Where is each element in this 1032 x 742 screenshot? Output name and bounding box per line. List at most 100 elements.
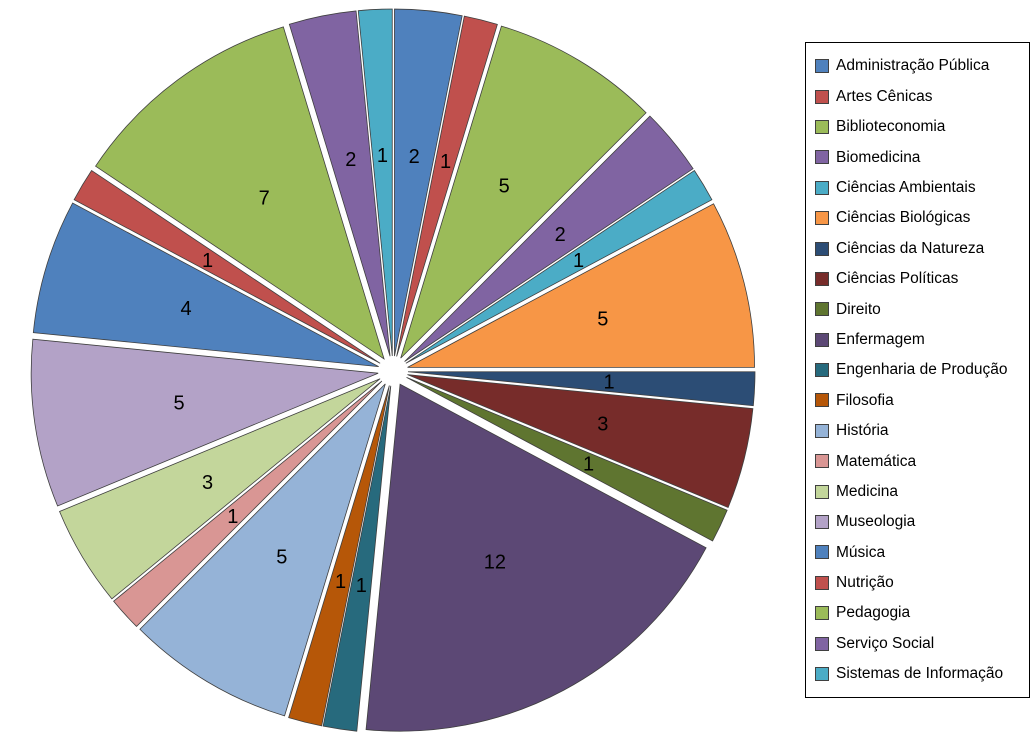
legend: Administração Pública Artes Cênicas Biblio… <box>805 42 1030 699</box>
pie-slice-9[interactable] <box>406 377 728 542</box>
legend-item-8[interactable]: Ciências Políticas <box>815 264 1025 294</box>
legend-label: Biomedicina <box>836 148 921 166</box>
slice-value-label: 5 <box>499 176 510 198</box>
legend-swatch <box>815 515 829 530</box>
slice-value-label: 1 <box>377 145 388 167</box>
legend-swatch <box>815 89 829 104</box>
slice-value-label: 2 <box>345 149 356 171</box>
legend-label: Serviço Social <box>836 634 935 652</box>
legend-swatch <box>815 363 829 378</box>
legend-item-12[interactable]: Filosofia <box>815 385 1025 415</box>
legend-label: Museologia <box>836 513 916 531</box>
legend-item-18[interactable]: Nutrição <box>815 568 1025 598</box>
slice-value-label: 1 <box>603 372 614 394</box>
legend-swatch <box>815 636 829 651</box>
legend-item-5[interactable]: Ciências Ambientais <box>815 173 1025 203</box>
pie-slice-2[interactable] <box>396 15 498 357</box>
legend-swatch <box>815 575 829 590</box>
legend-item-2[interactable]: Artes Cênicas <box>815 81 1025 111</box>
pie-slice-16[interactable] <box>30 338 379 507</box>
legend-swatch <box>815 393 829 408</box>
legend-label: Engenharia de Produção <box>836 361 1008 379</box>
legend-swatch <box>815 241 829 256</box>
legend-item-16[interactable]: Museologia <box>815 507 1025 537</box>
legend-swatch <box>815 332 829 347</box>
pie-slice-1[interactable] <box>394 8 463 357</box>
legend-label: Filosofia <box>836 391 894 409</box>
slice-value-label: 5 <box>276 547 287 569</box>
legend-swatch <box>815 211 829 226</box>
legend-label: História <box>836 422 889 440</box>
legend-item-10[interactable]: Enfermagem <box>815 325 1025 355</box>
legend-swatch <box>815 119 829 134</box>
pie-slice-19[interactable] <box>94 26 385 360</box>
legend-label: Medicina <box>836 482 899 500</box>
pie-slice-18[interactable] <box>73 169 381 364</box>
legend-item-14[interactable]: Matemática <box>815 446 1025 476</box>
legend-label: Nutrição <box>836 574 894 592</box>
legend-swatch <box>815 150 829 165</box>
slice-value-label: 1 <box>440 151 451 173</box>
legend-label: Ciências da Natureza <box>836 239 985 257</box>
legend-label: Biblioteconomia <box>836 118 946 136</box>
slice-value-label: 1 <box>227 506 238 528</box>
pie-slice-14[interactable] <box>113 380 383 628</box>
pie-slice-20[interactable] <box>288 10 391 357</box>
pie-slice-11[interactable] <box>322 385 392 732</box>
pie-slice-5[interactable] <box>405 169 713 364</box>
pie-slice-15[interactable] <box>59 378 381 600</box>
legend-item-11[interactable]: Engenharia de Produção <box>815 355 1025 385</box>
legend-item-20[interactable]: Serviço Social <box>815 628 1025 658</box>
pie-slice-4[interactable] <box>404 115 694 362</box>
slice-value-label: 1 <box>573 250 584 272</box>
slice-value-label: 3 <box>202 472 213 494</box>
legend-swatch <box>815 59 829 74</box>
legend-swatch <box>815 271 829 286</box>
legend-item-6[interactable]: Ciências Biológicas <box>815 203 1025 233</box>
legend-swatch <box>815 606 829 621</box>
legend-label: Matemática <box>836 452 917 470</box>
pie-slice-8[interactable] <box>407 374 754 508</box>
legend-label: Música <box>836 543 886 561</box>
legend-item-19[interactable]: Pedagogia <box>815 598 1025 628</box>
legend-item-3[interactable]: Biblioteconomia <box>815 112 1025 142</box>
slice-value-label: 1 <box>583 454 594 476</box>
legend-swatch <box>815 423 829 438</box>
pie-slice-7[interactable] <box>407 371 756 407</box>
pie-slice-6[interactable] <box>407 203 755 368</box>
slice-value-label: 3 <box>597 414 608 436</box>
legend-item-17[interactable]: Música <box>815 537 1025 567</box>
legend-swatch <box>815 302 829 317</box>
slice-value-label: 1 <box>335 571 346 593</box>
pie-slice-13[interactable] <box>139 383 386 717</box>
legend-item-15[interactable]: Medicina <box>815 476 1025 506</box>
pie-slice-3[interactable] <box>400 25 647 359</box>
pie-slice-21[interactable] <box>357 8 393 357</box>
legend-item-4[interactable]: Biomedicina <box>815 142 1025 172</box>
pie-slice-12[interactable] <box>288 385 390 727</box>
legend-item-1[interactable]: Administração Pública <box>815 51 1025 81</box>
slice-value-label: 7 <box>259 187 270 209</box>
pie-slice-10[interactable] <box>365 383 707 732</box>
legend-swatch <box>815 454 829 469</box>
legend-label: Ciências Políticas <box>836 270 959 288</box>
slice-value-label: 2 <box>555 224 566 246</box>
pie-slice-17[interactable] <box>32 202 379 368</box>
slice-value-label: 5 <box>597 309 608 331</box>
legend-item-9[interactable]: Direito <box>815 294 1025 324</box>
slice-value-label: 2 <box>409 146 420 168</box>
slice-value-label: 4 <box>181 298 192 320</box>
slice-value-label: 5 <box>174 393 185 415</box>
legend-item-13[interactable]: História <box>815 416 1025 446</box>
legend-swatch <box>815 545 829 560</box>
legend-item-21[interactable]: Sistemas de Informação <box>815 659 1025 689</box>
legend-label: Artes Cênicas <box>836 87 933 105</box>
slice-value-label: 1 <box>356 575 367 597</box>
legend-label: Pedagogia <box>836 604 911 622</box>
legend-item-7[interactable]: Ciências da Natureza <box>815 233 1025 263</box>
legend-swatch <box>815 667 829 681</box>
legend-label: Administração Pública <box>836 57 990 75</box>
legend-label: Sistemas de Informação <box>836 665 1004 683</box>
